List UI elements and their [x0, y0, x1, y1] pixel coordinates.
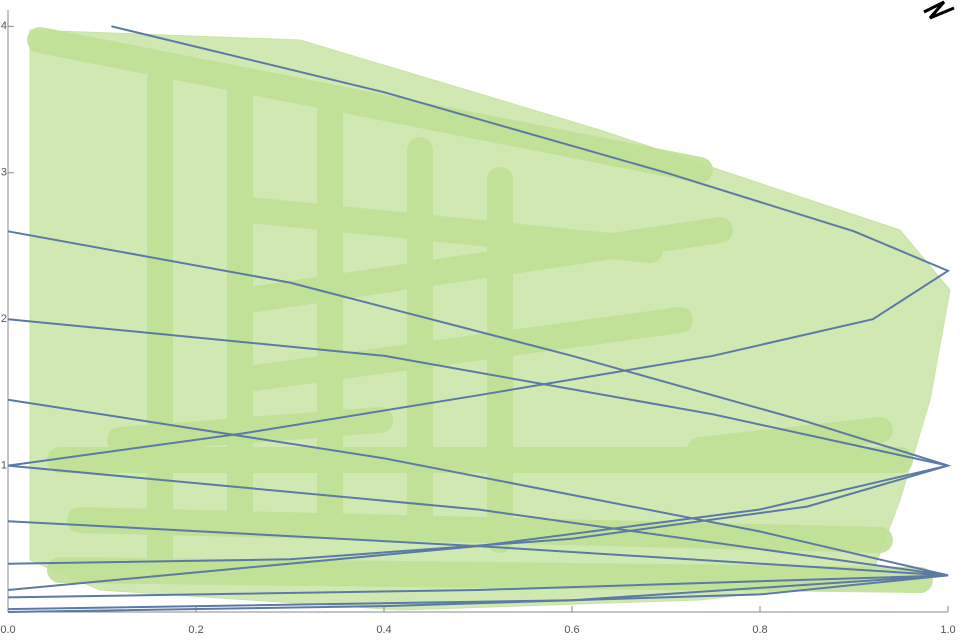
- green-scribble: [30, 30, 950, 610]
- x-tick-label: 0.0: [0, 624, 15, 636]
- x-tick-label: 0.4: [376, 624, 391, 636]
- chart: 0.0 0.2 0.4 0.6 0.8 1.0 1 2 3 4: [0, 0, 966, 644]
- corner-mark: [924, 2, 954, 18]
- x-tick-label: 1.0: [940, 624, 955, 636]
- y-tick-label: 4: [1, 20, 7, 32]
- x-tick-label: 0.2: [188, 624, 203, 636]
- page: 0.00.20.40.60.81.01234 (() => { const da…: [0, 0, 966, 644]
- y-tick-label: 3: [1, 167, 7, 179]
- y-tick-label: 1: [1, 459, 7, 471]
- x-tick-label: 0.8: [752, 624, 767, 636]
- x-tick-label: 0.6: [564, 624, 579, 636]
- y-tick-label: 2: [1, 313, 7, 325]
